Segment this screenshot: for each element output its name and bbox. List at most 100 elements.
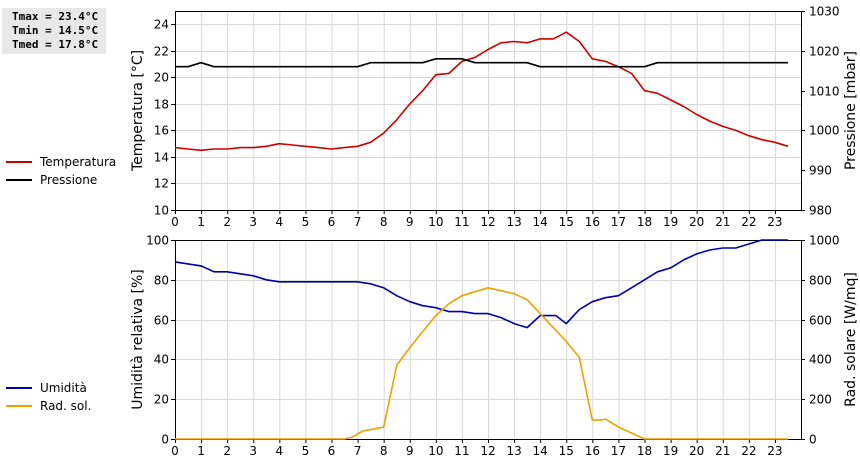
y-tick-label: 24 (154, 18, 169, 32)
stats-box: Tmax = 23.4°C Tmin = 14.5°C Tmed = 17.8°… (2, 8, 106, 54)
chart-1: 0 1 2 3 4 5 6 7 8 9 10 11 12 13 14 15 16 17 18 19 20 21 22 2310… (130, 5, 859, 230)
y-tick-label: 18 (154, 98, 169, 112)
x-tick-label: 20 (689, 444, 704, 458)
x-tick-label: 14 (533, 444, 548, 458)
x-tick-label: 0 (171, 444, 179, 458)
x-tick-label: 8 (380, 444, 388, 458)
legend-swatch-temperatura (6, 161, 32, 163)
y-tick-label: 12 (154, 177, 169, 191)
series-line-umidit (174, 239, 788, 329)
tmin-text: Tmin = 14.5°C (12, 24, 99, 37)
legend-item-umidita: Umidità (6, 379, 91, 397)
x-tick-label: 19 (663, 215, 678, 229)
legend-item-rad-sol: Rad. sol. (6, 397, 91, 415)
x-tick-label: 6 (328, 215, 336, 229)
tmax-text: Tmax = 23.4°C (12, 10, 99, 23)
x-tick-label: 12 (480, 215, 495, 229)
x-tick-label: 10 (428, 215, 443, 229)
y-tick-label: 14 (154, 151, 169, 165)
legend-swatch-rad-sol (6, 405, 32, 407)
x-tick-label: 12 (480, 444, 495, 458)
y2-tick-label: 600 (809, 314, 832, 328)
legend-label-temperatura: Temperatura (40, 155, 117, 169)
x-tick-label: 0 (171, 215, 179, 229)
legend-swatch-umidita (6, 387, 32, 389)
x-tick-label: 5 (302, 444, 310, 458)
x-tick-label: 1 (197, 215, 205, 229)
y2-tick-label: 1010 (809, 85, 840, 99)
x-tick-label: 7 (354, 444, 362, 458)
x-tick-label: 19 (663, 444, 678, 458)
bottom-legend: Umidità Rad. sol. (6, 379, 91, 415)
legend-label-pressione: Pressione (40, 173, 98, 187)
y-tick-label: 20 (154, 71, 169, 85)
y2-tick-label: 990 (809, 164, 832, 178)
y2-tick-label: 400 (809, 353, 832, 367)
x-tick-label: 3 (249, 444, 257, 458)
x-tick-label: 23 (767, 444, 782, 458)
legend-label-rad-sol: Rad. sol. (40, 399, 92, 413)
y2-tick-label: 1000 (809, 234, 840, 248)
y-axis-title: Umidità relativa [%] (130, 269, 146, 410)
x-tick-label: 21 (715, 444, 730, 458)
series-line-rad-sol (175, 286, 788, 440)
y-tick-label: 22 (154, 45, 169, 59)
x-tick-label: 17 (611, 215, 626, 229)
y2-tick-label: 1020 (809, 45, 840, 59)
plot-frame (175, 240, 802, 440)
x-tick-label: 8 (380, 215, 388, 229)
y-tick-label: 10 (154, 204, 169, 218)
x-tick-label: 1 (197, 444, 205, 458)
x-tick-label: 5 (302, 215, 310, 229)
legend-label-umidita: Umidità (40, 381, 87, 395)
plot-frame (175, 11, 802, 211)
x-tick-label: 10 (428, 444, 443, 458)
x-tick-label: 15 (559, 444, 574, 458)
x-tick-label: 11 (454, 215, 469, 229)
x-tick-label: 22 (741, 444, 756, 458)
x-tick-label: 22 (741, 215, 756, 229)
y2-tick-label: 1030 (809, 5, 840, 19)
x-tick-label: 18 (637, 444, 652, 458)
y2-tick-label: 0 (809, 433, 817, 447)
x-tick-label: 18 (637, 215, 652, 229)
x-tick-label: 21 (715, 215, 730, 229)
x-tick-label: 6 (328, 444, 336, 458)
x-tick-label: 4 (276, 444, 284, 458)
legend-item-temperatura: Temperatura (6, 153, 116, 171)
y2-tick-label: 980 (809, 204, 832, 218)
y2-tick-label: 800 (809, 274, 832, 288)
x-tick-label: 2 (223, 215, 231, 229)
x-tick-label: 11 (454, 444, 469, 458)
x-tick-label: 13 (506, 444, 521, 458)
legend-swatch-pressione (6, 179, 32, 181)
x-tick-label: 3 (249, 215, 257, 229)
x-tick-label: 7 (354, 215, 362, 229)
y-tick-label: 100 (146, 234, 169, 248)
x-tick-label: 9 (406, 215, 414, 229)
y2-axis-title: Rad. solare [W/mq] (843, 272, 859, 407)
x-tick-label: 13 (506, 215, 521, 229)
y-tick-label: 40 (154, 353, 169, 367)
x-tick-label: 17 (611, 444, 626, 458)
x-tick-label: 14 (533, 215, 548, 229)
series-line-temperatura (174, 31, 789, 152)
y-tick-label: 60 (154, 314, 169, 328)
y-axis-title: Temperatura [°C] (130, 50, 146, 172)
x-tick-label: 16 (585, 444, 600, 458)
x-tick-label: 15 (559, 215, 574, 229)
x-tick-label: 4 (276, 215, 284, 229)
x-tick-label: 2 (223, 444, 231, 458)
y-tick-label: 80 (154, 274, 169, 288)
y-tick-label: 0 (161, 433, 169, 447)
y2-tick-label: 200 (809, 393, 832, 407)
series-line-pressione (175, 57, 788, 68)
y2-tick-label: 1000 (809, 124, 840, 138)
y-tick-label: 16 (154, 124, 169, 138)
x-tick-label: 20 (689, 215, 704, 229)
y2-axis-title: Pressione [mbar] (843, 51, 859, 170)
tmed-text: Tmed = 17.8°C (12, 38, 99, 51)
chart-2: 0 1 2 3 4 5 6 7 8 9 10 11 12 13 14 15 16 17 18 19 20 21 22 2302… (130, 234, 859, 459)
top-legend: Temperatura Pressione (6, 153, 116, 189)
